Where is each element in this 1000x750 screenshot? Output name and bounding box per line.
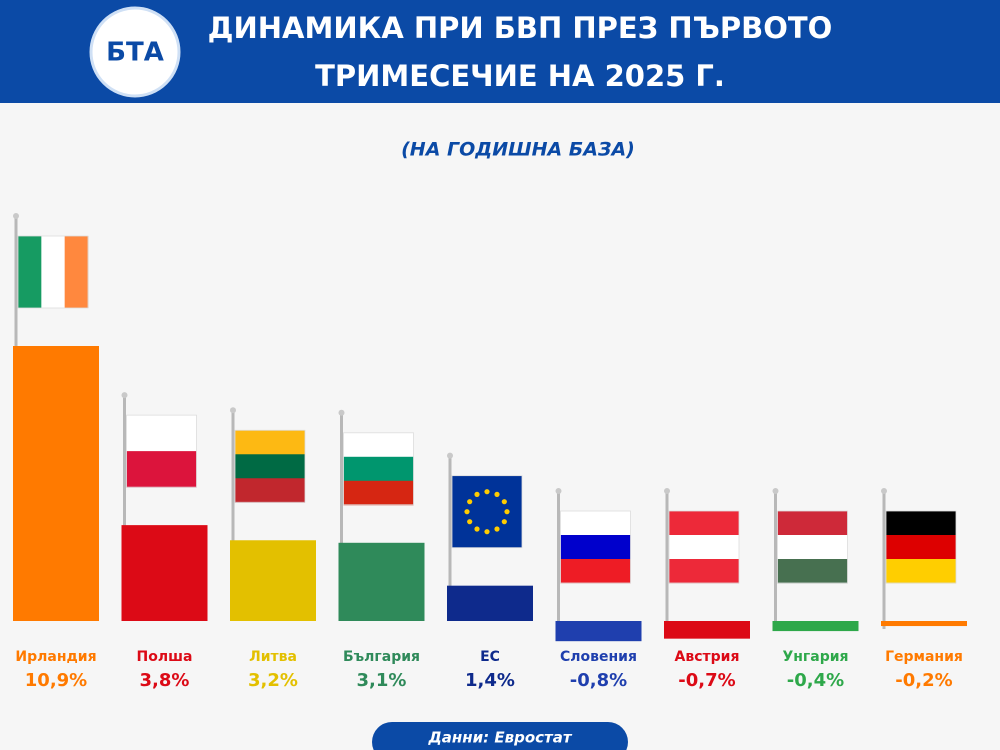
value-label: -0,8% <box>570 670 627 691</box>
flag-border <box>885 510 957 584</box>
bar <box>664 621 750 639</box>
flag-pole-tip <box>338 409 345 416</box>
flag-star <box>474 491 480 497</box>
source: Данни: Евростат <box>427 729 572 747</box>
flag-star <box>494 526 500 532</box>
flag-border <box>343 432 414 506</box>
flag-border <box>777 510 848 584</box>
flag-stripe <box>669 535 739 560</box>
chart-title: ДИНАМИКА ПРИ БВП ПРЕЗ ПЪРВОТО <box>208 11 833 45</box>
flag-star <box>467 519 473 525</box>
value-label: 1,4% <box>465 670 515 691</box>
flag-stripe <box>18 236 42 308</box>
flag-stripe <box>343 432 414 458</box>
flag-stripe <box>777 511 848 536</box>
flag-pole-tip <box>772 488 779 494</box>
flag-star <box>464 509 470 515</box>
category-label: Полша <box>137 649 193 665</box>
flag-stripe <box>777 559 848 584</box>
flag-stripe <box>452 475 522 548</box>
flag-stripe <box>560 511 631 536</box>
flag-pole-tip <box>121 392 128 399</box>
flag-border <box>17 235 89 309</box>
category-label: Литва <box>249 649 297 665</box>
flag-star <box>474 526 480 532</box>
logo: БТА <box>106 38 164 68</box>
flag-border <box>668 510 740 584</box>
flag-stripe <box>126 415 197 452</box>
category-label: Ирландия <box>15 649 96 665</box>
flag-stripe <box>235 430 305 455</box>
flag-stripe <box>560 535 631 560</box>
flag-stripe <box>886 559 956 584</box>
value-label: -0,7% <box>678 670 735 691</box>
flag-stripe <box>235 478 305 503</box>
value-label: 3,2% <box>248 670 298 691</box>
category-label: Унгария <box>782 649 848 665</box>
category-label: ЕС <box>480 649 500 665</box>
flag-stripe <box>41 236 66 308</box>
flag-border <box>234 429 306 503</box>
flag-stripe <box>560 559 631 584</box>
flag-pole-tip <box>447 452 453 459</box>
flag-star <box>484 489 490 495</box>
flag-border <box>126 414 197 488</box>
bar <box>230 540 316 621</box>
category-label: Австрия <box>675 649 740 665</box>
flag-stripe <box>669 511 739 536</box>
category-label: Германия <box>885 649 963 665</box>
bar <box>121 525 208 621</box>
flag-star <box>494 491 500 497</box>
flag-stripe <box>886 511 956 536</box>
flag-stripe <box>235 454 305 479</box>
category-label: Словения <box>560 649 637 665</box>
value-label: 10,9% <box>25 670 87 691</box>
flag-stripe <box>777 535 848 560</box>
flag-star <box>501 499 507 505</box>
chart-subtitle: (НА ГОДИШНА БАЗА) <box>401 139 635 161</box>
chart-title: ТРИМЕСЕЧИЕ НА 2025 Г. <box>315 59 725 93</box>
bar <box>772 621 859 632</box>
source-pill <box>372 722 628 750</box>
flag-stripe <box>343 480 414 506</box>
flag-stripe <box>126 451 197 488</box>
flag-stripe <box>343 456 414 482</box>
flag-pole-tip <box>555 488 562 494</box>
logo-badge <box>89 6 181 98</box>
bar <box>447 585 533 621</box>
bar <box>555 621 642 642</box>
value-label: -0,2% <box>895 670 952 691</box>
flag-border <box>451 475 523 549</box>
flag-stripe <box>64 236 89 308</box>
bar <box>13 346 99 621</box>
flag-star <box>484 529 490 535</box>
flag-star <box>467 499 473 505</box>
flag-pole-tip <box>664 488 670 494</box>
flag-star <box>504 509 510 515</box>
flag-star <box>501 519 507 525</box>
flag-pole-tip <box>881 488 887 494</box>
bar <box>881 621 967 627</box>
flag-pole-tip <box>230 407 236 414</box>
value-label: -0,4% <box>787 670 844 691</box>
value-label: 3,8% <box>140 670 190 691</box>
flag-pole-tip <box>13 213 19 219</box>
flag-stripe <box>886 535 956 560</box>
bar <box>338 542 425 621</box>
flag-stripe <box>669 559 739 584</box>
category-label: България <box>343 649 420 665</box>
flag-border <box>560 510 631 584</box>
value-label: 3,1% <box>357 670 407 691</box>
